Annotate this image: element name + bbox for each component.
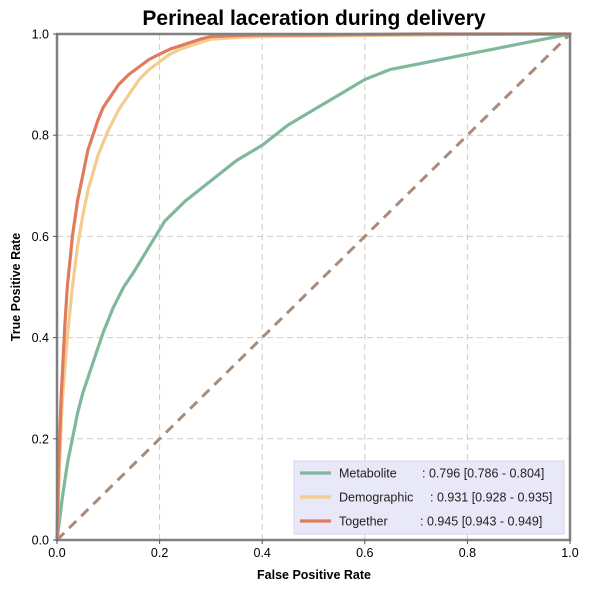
roc-curve-metabolite: [55, 32, 572, 542]
x-axis-label: False Positive Rate: [257, 568, 371, 582]
legend-name-metabolite: Metabolite: [339, 467, 397, 481]
legend: Metabolite : 0.796 [0.786 - 0.804] Demogra…: [293, 460, 565, 535]
plot-frame: [55, 32, 572, 542]
legend-name-demographic: Demographic: [339, 491, 413, 505]
y-tick-label-3: 0.6: [32, 230, 49, 244]
y-tick-label-0: 0.0: [32, 534, 49, 548]
grid: [57, 34, 570, 540]
chart-title: Perineal laceration during delivery: [142, 7, 485, 30]
chance-line: [55, 32, 572, 542]
y-tick-label-1: 0.2: [32, 432, 49, 446]
legend-box: [293, 460, 565, 535]
legend-value-metabolite: : 0.796 [0.786 - 0.804]: [422, 467, 544, 481]
x-tick-label-4: 0.8: [459, 546, 476, 560]
x-tick-label-0: 0.0: [48, 546, 65, 560]
chance-diagonal: [55, 32, 572, 542]
axis-ticks: 0.0 0.2 0.4 0.6 0.8 1.0 0.0 0.2 0.4 0.6 0.8 1.0: [32, 28, 579, 561]
x-tick-label-5: 1.0: [561, 546, 578, 560]
x-tick-label-2: 0.4: [254, 546, 271, 560]
x-tick-label-3: 0.6: [356, 546, 373, 560]
y-tick-label-2: 0.4: [32, 331, 49, 345]
y-tick-label-4: 0.8: [32, 129, 49, 143]
legend-value-together: : 0.945 [0.943 - 0.949]: [420, 515, 542, 529]
x-tick-label-1: 0.2: [151, 546, 168, 560]
y-axis-label: True Positive Rate: [9, 233, 23, 341]
y-tick-label-5: 1.0: [32, 28, 49, 42]
legend-value-demographic: : 0.931 [0.928 - 0.935]: [430, 491, 552, 505]
legend-name-together: Together: [339, 515, 388, 529]
